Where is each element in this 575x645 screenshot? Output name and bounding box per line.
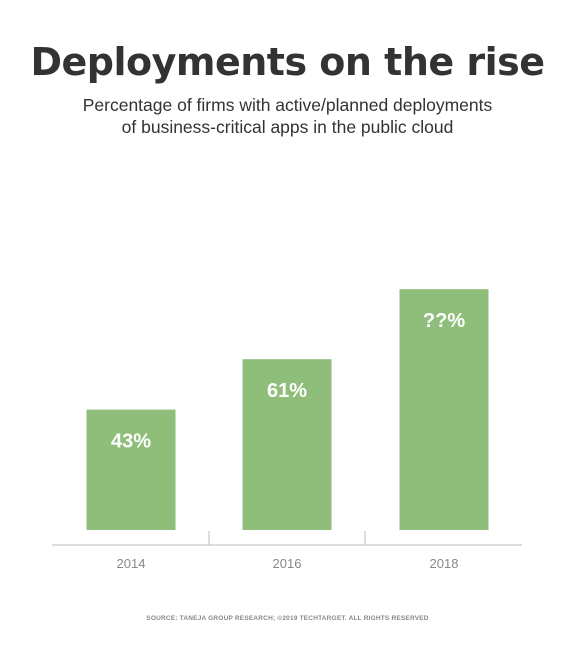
- bar-value-label-2016: 61%: [267, 380, 307, 402]
- subtitle-line-2: of business-critical apps in the public …: [121, 117, 454, 137]
- source-note: SOURCE: TANEJA GROUP RESEARCH; ©2019 TEC…: [146, 615, 429, 622]
- x-tick-label-2018: 2018: [430, 556, 459, 571]
- bar-2016: [242, 359, 332, 530]
- bar-2014: [86, 409, 176, 530]
- subtitle-line-1: Percentage of firms with active/planned …: [82, 95, 493, 115]
- bar-value-label-2018: ??%: [423, 310, 465, 332]
- chart-title: Deployments on the rise: [30, 40, 545, 84]
- bar-value-label-2014: 43%: [111, 431, 151, 453]
- bar-2018: [399, 289, 489, 530]
- x-tick-label-2016: 2016: [273, 556, 302, 571]
- chart-subtitle: Percentage of firms with active/planned …: [0, 94, 575, 138]
- x-tick-label-2014: 2014: [117, 556, 146, 571]
